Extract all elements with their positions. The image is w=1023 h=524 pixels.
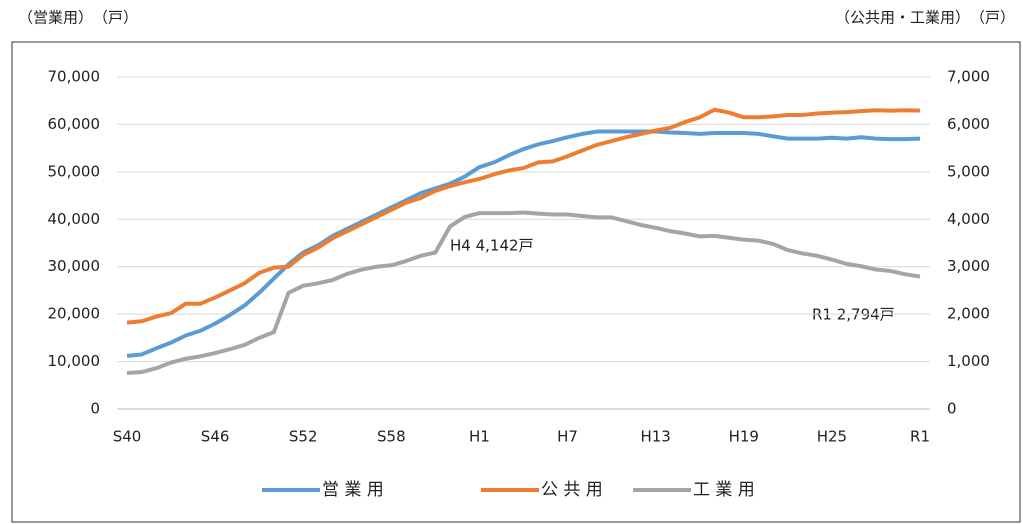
y-axis-label: （営業用） （戸） [18, 9, 138, 27]
x-tick-label: S46 [201, 428, 230, 446]
series-line [126, 129, 921, 358]
y2-tick-label: 5,000 [947, 162, 990, 180]
legend-label: 工 業 用 [693, 480, 755, 500]
legend-label: 公 共 用 [541, 480, 603, 500]
x-tick-label: S40 [113, 428, 142, 446]
x-tick-label: H25 [817, 428, 847, 446]
y-tick-label: 40,000 [48, 210, 101, 228]
y-tick-label: 50,000 [48, 162, 101, 180]
y-tick-label: 20,000 [48, 305, 101, 323]
x-tick-label: H7 [557, 428, 578, 446]
series-line [126, 107, 921, 325]
y-tick-label: 10,000 [48, 352, 101, 370]
x-tick-label: H13 [640, 428, 670, 446]
x-tick-label: S58 [377, 428, 406, 446]
y2-tick-label: 2,000 [947, 305, 990, 323]
y2-axis-label: （公共用・工業用） （戸） [835, 9, 1015, 27]
x-tick-label: R1 [910, 428, 930, 446]
y2-tick-label: 1,000 [947, 352, 990, 370]
y2-tick-label: 0 [947, 400, 957, 418]
y-tick-label: 30,000 [48, 257, 101, 275]
y-tick-label: 0 [90, 400, 100, 418]
x-tick-label: H19 [729, 428, 759, 446]
legend-label: 営 業 用 [322, 480, 384, 500]
y-tick-label: 60,000 [48, 115, 101, 133]
y2-tick-label: 7,000 [947, 68, 990, 86]
y2-tick-label: 4,000 [947, 210, 990, 228]
annotation: H4 4,142戸 [450, 237, 534, 255]
x-tick-label: S52 [289, 428, 318, 446]
y2-tick-label: 6,000 [947, 115, 990, 133]
y-tick-label: 70,000 [48, 68, 101, 86]
series-line [126, 210, 921, 375]
x-tick-label: H1 [469, 428, 490, 446]
chart-frame [11, 41, 1021, 523]
y2-tick-label: 3,000 [947, 257, 990, 275]
